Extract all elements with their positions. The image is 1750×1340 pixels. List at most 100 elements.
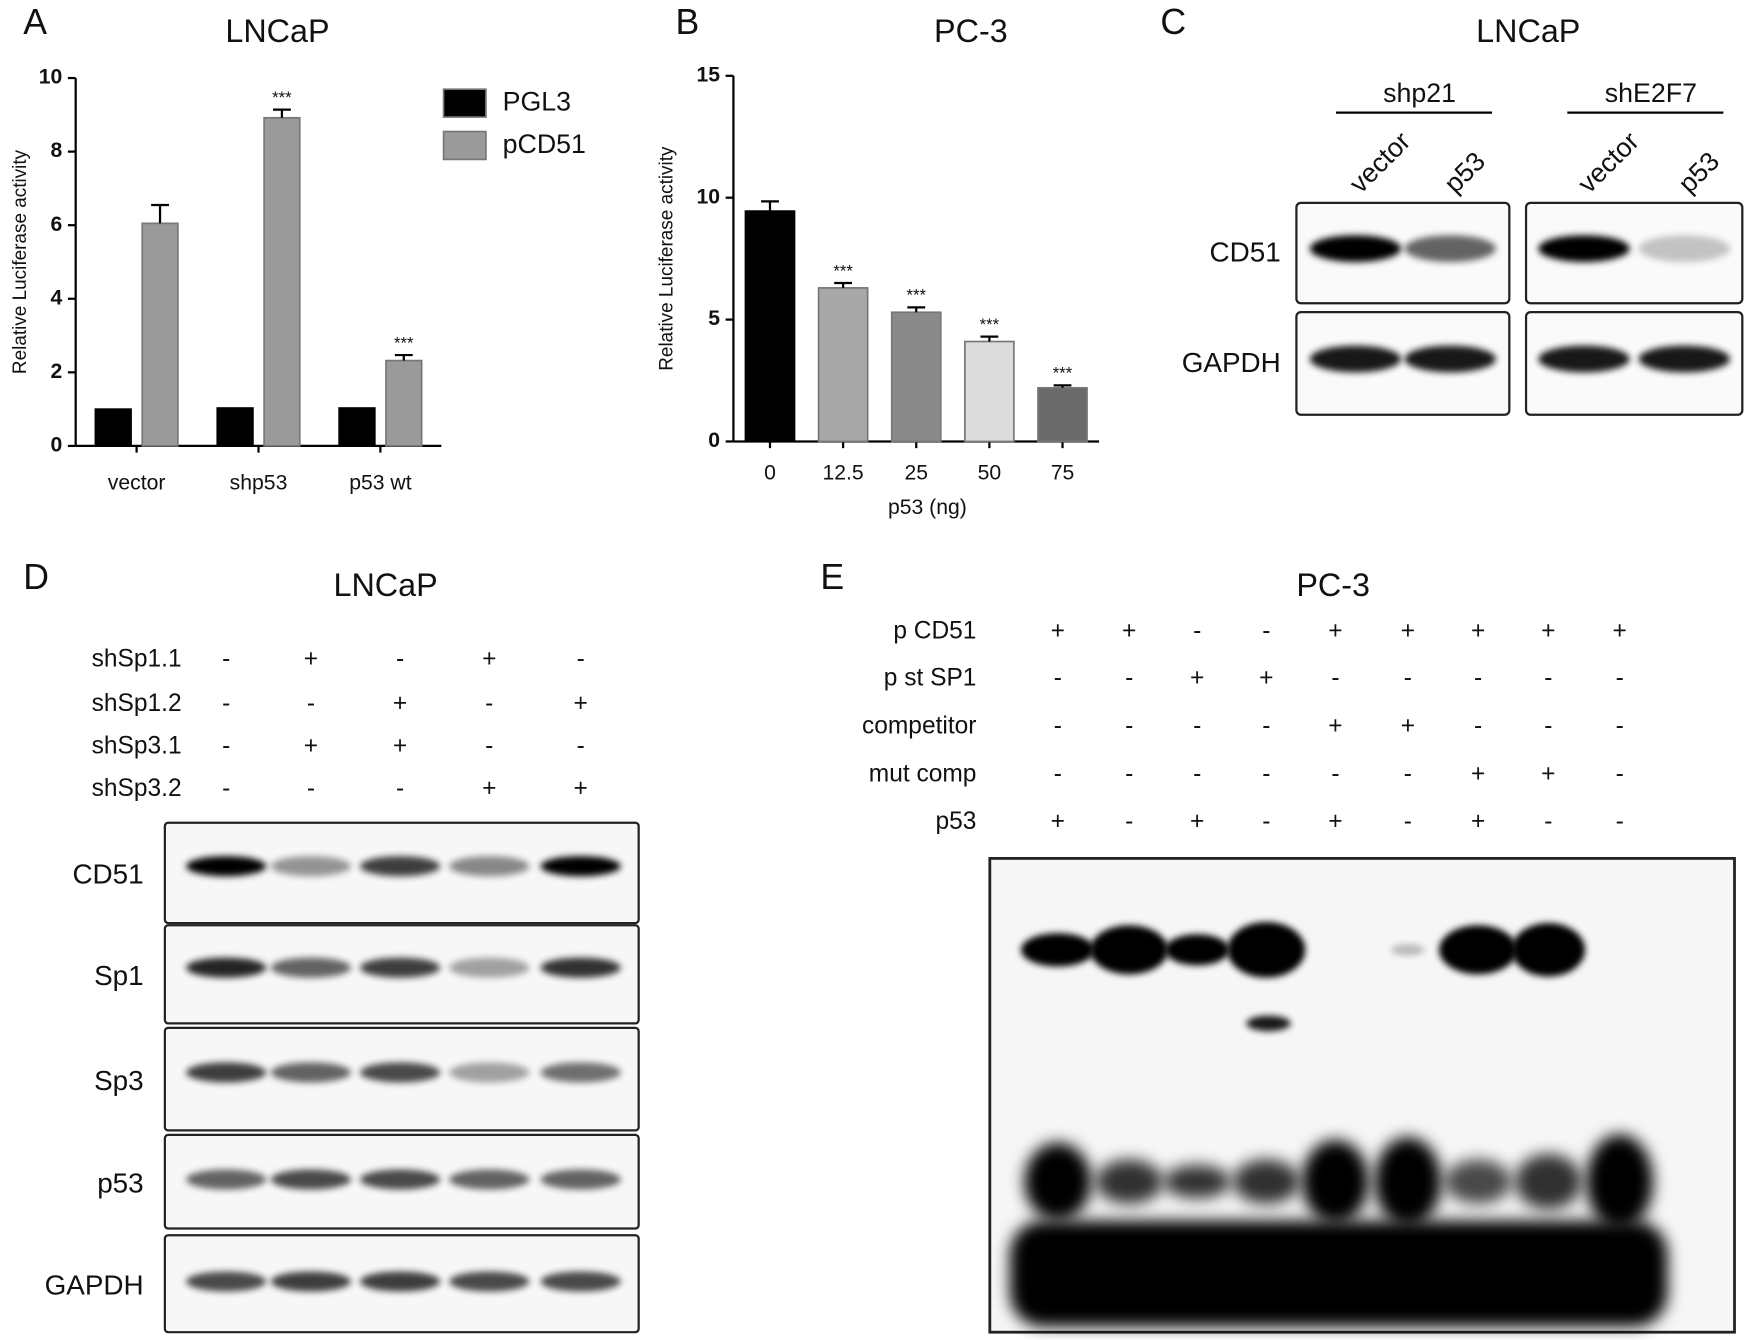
panel-letter: B [675,2,699,42]
blot-band [1638,345,1731,373]
blot-band [540,1169,621,1190]
condition-sign: - [1193,712,1201,739]
blot-band [1227,921,1306,978]
panel-title: LNCaP [1476,13,1580,49]
condition-label: p CD51 [893,618,976,645]
panel-letter: E [820,557,844,597]
y-axis-label: Relative Luciferase activity [10,149,31,374]
blot-band [1164,934,1230,966]
condition-sign: - [485,732,493,759]
condition-sign: + [574,775,588,802]
blot-band [540,856,621,877]
blot-band [540,1271,621,1292]
condition-sign: - [1616,760,1624,787]
condition-sign: - [1474,664,1482,691]
blot-band [186,1271,267,1292]
condition-sign: - [1331,760,1339,787]
blot-band [359,957,441,978]
blot-band [359,1271,441,1292]
blot-band [1090,925,1169,975]
blot-band [449,1271,530,1292]
blot-band [1095,1159,1163,1204]
condition-label: p st SP1 [884,664,977,691]
chart-title: LNCaP [225,13,329,49]
condition-sign: - [222,690,230,717]
condition-sign: - [1125,760,1133,787]
condition-sign: - [1404,664,1412,691]
x-tick-label: 75 [1051,461,1075,484]
row-label: GAPDH [1182,347,1281,378]
blot-band [270,856,352,877]
panel-title: LNCaP [334,567,438,603]
blot-band [1024,1142,1092,1221]
condition-sign: + [1190,664,1204,691]
y-tick-label: 10 [696,185,720,208]
condition-sign: + [1541,760,1555,787]
bar [338,407,376,447]
condition-sign: + [1051,808,1065,835]
row-label: CD51 [72,859,143,890]
y-tick-label: 4 [51,286,63,309]
condition-sign: - [307,690,315,717]
blot-band [1439,925,1518,975]
blot-band [186,856,267,877]
condition-sign: + [1401,618,1415,645]
significance-label: *** [906,286,926,305]
condition-sign: + [1471,808,1485,835]
group-label: shE2F7 [1605,78,1697,108]
blot-band [1444,1159,1512,1204]
blot-band [1404,235,1496,262]
blot-band [270,1169,352,1190]
condition-sign: - [1125,808,1133,835]
bar [890,311,942,443]
condition-sign: - [1262,712,1270,739]
condition-sign: + [1051,618,1065,645]
chart-title: PC-3 [934,13,1008,49]
lane-label: vector [1572,126,1645,199]
blot-band [1163,1164,1231,1199]
condition-sign: - [1262,618,1270,645]
blot-band [270,957,352,978]
condition-label: mut comp [869,760,977,787]
blot-band [1374,1137,1442,1227]
legend-swatch [442,88,487,118]
condition-sign: + [1471,618,1485,645]
blot-band [186,1169,267,1190]
significance-label: *** [1053,364,1073,383]
x-tick-label: 12.5 [823,461,864,484]
condition-sign: - [485,690,493,717]
condition-sign: + [1259,664,1273,691]
condition-sign: - [1331,664,1339,691]
condition-sign: + [393,732,407,759]
panel-letter: C [1160,2,1186,42]
x-axis-label: p53 (ng) [888,496,967,519]
blot-band [1391,944,1425,956]
significance-label: *** [980,315,1000,334]
y-tick-label: 8 [51,139,63,162]
blot-band [1586,1134,1654,1230]
condition-sign: - [1616,712,1624,739]
blot-band [1309,345,1402,373]
blot-band [1301,1139,1369,1224]
lane-label: p53 [1672,146,1725,199]
blot-band [1538,345,1630,373]
condition-label: competitor [862,712,976,739]
condition-sign: + [1190,808,1204,835]
condition-label: shSp1.2 [92,690,182,717]
significance-label: *** [272,88,292,107]
blot-frame [1295,201,1511,305]
blot-band [1514,1153,1582,1210]
condition-sign: - [1262,760,1270,787]
x-tick-label: 25 [904,461,928,484]
blot-band [186,1062,267,1083]
condition-sign: + [1122,618,1136,645]
blot-band [1021,933,1095,967]
condition-sign: - [1193,618,1201,645]
bar [1037,386,1088,443]
panel-letter: A [23,2,47,42]
bar [385,359,423,447]
condition-sign: - [577,645,585,672]
blot-frame [1524,201,1744,305]
row-label: GAPDH [45,1269,144,1300]
condition-sign: - [1474,712,1482,739]
